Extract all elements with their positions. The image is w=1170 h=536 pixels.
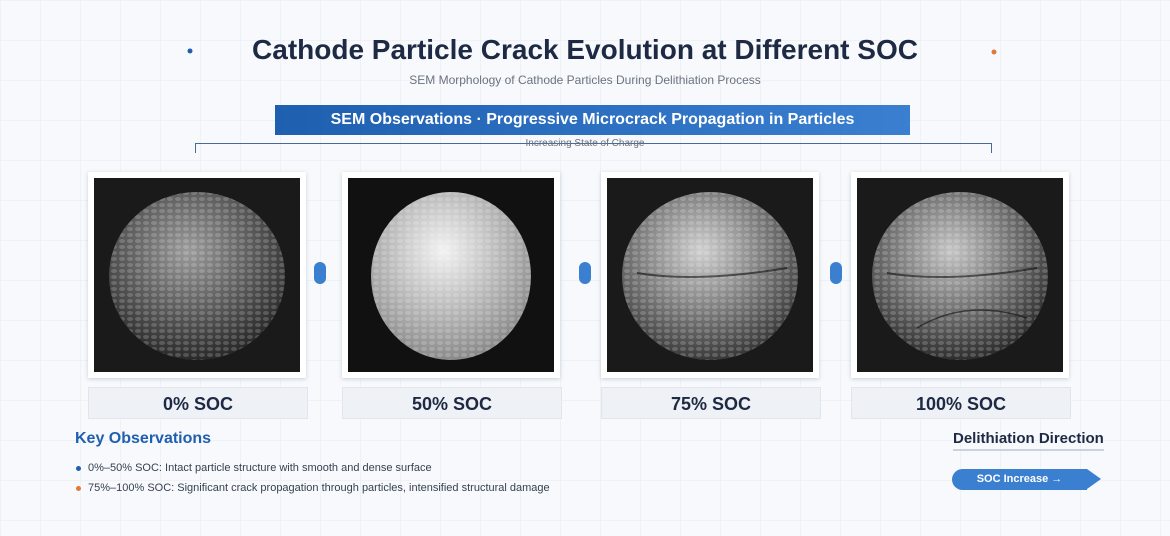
bullet	[76, 486, 81, 491]
subtitle: SEM Morphology of Cathode Particles Duri…	[409, 73, 761, 87]
arrow	[314, 262, 326, 284]
observation: 0%–50% SOC: Intact particle structure wi…	[88, 462, 432, 474]
panel-label: 0% SOC	[88, 387, 308, 419]
sem-image	[857, 178, 1063, 372]
sem-panel	[601, 172, 819, 378]
bullet	[76, 466, 81, 471]
panel-label: 100% SOC	[851, 387, 1071, 419]
observations-title: Key Observations	[75, 430, 212, 447]
sem-panel	[342, 172, 560, 378]
sem-image	[348, 178, 554, 372]
arrow	[830, 262, 842, 284]
direction-tip	[1087, 469, 1101, 489]
direction-title: Delithiation Direction	[953, 430, 1104, 451]
panel-label: 75% SOC	[601, 387, 821, 419]
arrow	[579, 262, 591, 284]
banner: SEM Observations · Progressive Microcrac…	[275, 105, 910, 135]
direction-button: SOC Increase →	[952, 469, 1087, 490]
title: Cathode Particle Crack Evolution at Diff…	[252, 34, 918, 65]
observation: 75%–100% SOC: Significant crack propagat…	[88, 482, 550, 494]
sem-image	[94, 178, 300, 372]
title-dots	[187, 48, 997, 55]
sem-panel	[88, 172, 306, 378]
axis-label: Increasing State of Charge	[525, 138, 645, 149]
panel-label: 50% SOC	[342, 387, 562, 419]
sem-panel	[851, 172, 1069, 378]
sem-image	[607, 178, 813, 372]
bracket	[195, 143, 992, 153]
